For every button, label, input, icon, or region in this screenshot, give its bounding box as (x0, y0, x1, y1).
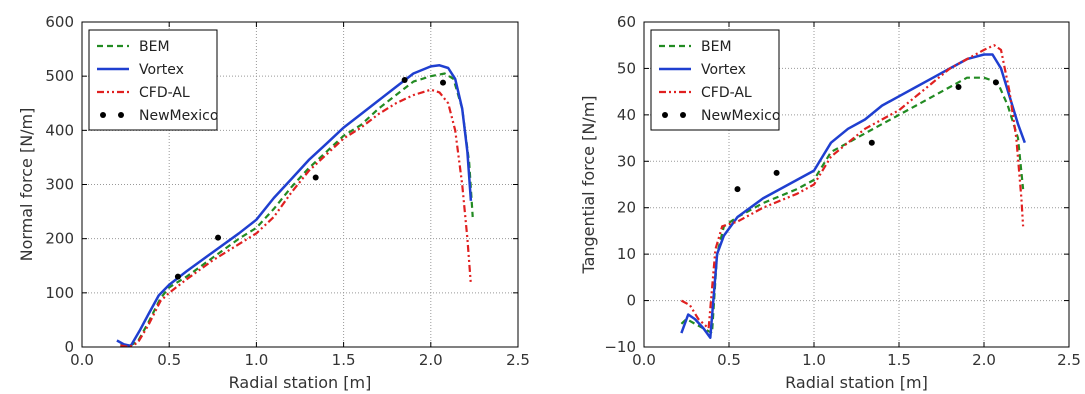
series-vortex-line (680, 53, 1026, 339)
series-newmexico-point (734, 186, 741, 193)
series-newmexico-point (992, 79, 999, 86)
y-tick-label: 20 (617, 199, 636, 217)
series-newmexico-point (868, 139, 875, 146)
legend-marker (680, 112, 686, 118)
legend-label: CFD-AL (139, 85, 190, 101)
x-axis-label: Radial station [m] (229, 373, 372, 392)
legend-label: Vortex (701, 62, 746, 78)
y-tick-label: 60 (617, 13, 636, 31)
x-axis-label: Radial station [m] (785, 373, 928, 392)
y-tick-label: 500 (45, 67, 74, 85)
series-bem-line (120, 72, 474, 347)
y-tick-label: −10 (604, 338, 636, 356)
y-tick-label: 30 (617, 152, 636, 170)
x-tick-label: 2.0 (972, 351, 996, 369)
plot-frame (81, 21, 519, 348)
x-tick-label: 2.0 (419, 351, 443, 369)
plot-frame (643, 21, 1070, 348)
y-tick-label: 40 (617, 106, 636, 124)
series-newmexico-point (440, 79, 447, 86)
legend-label: Vortex (139, 62, 184, 78)
y-tick-label: 400 (45, 121, 74, 139)
series-newmexico-point (215, 234, 222, 241)
legend-marker (662, 112, 668, 118)
series-newmexico-point (174, 273, 181, 280)
legend-label: BEM (139, 39, 170, 55)
y-axis-label: Tangential force [N/m] (579, 95, 598, 274)
y-tick-label: 300 (45, 176, 74, 194)
x-tick-label: 0.5 (157, 351, 181, 369)
chart-2: 0.0 0.5 1.0 1.5 2.0 2.5 −10 0 10 20 30 40 50 60 Radial… (579, 13, 1081, 392)
x-tick-label: 1.5 (887, 351, 911, 369)
x-tick-label: 1.0 (244, 351, 268, 369)
series-vortex-line (116, 64, 473, 347)
x-tick-label: 2.5 (506, 351, 530, 369)
y-tick-label: 0 (64, 338, 74, 356)
legend-label: NewMexico (139, 108, 218, 124)
legend-marker (100, 112, 106, 118)
y-tick-label: 600 (45, 13, 74, 31)
legend-label: NewMexico (701, 108, 780, 124)
series-newmexico-point (401, 76, 408, 83)
chart-1: 0.0 0.5 1.0 1.5 2.0 2.5 0 100 200 300 400 500 600 Rad… (17, 13, 530, 392)
y-tick-label: 200 (45, 230, 74, 248)
legend-label: CFD-AL (701, 85, 752, 101)
x-tick-label: 0.0 (632, 351, 656, 369)
legend-marker (118, 112, 124, 118)
y-tick-label: 0 (626, 292, 636, 310)
series-newmexico-point (312, 174, 319, 181)
x-tick-label: 0.5 (717, 351, 741, 369)
legend-label: BEM (701, 39, 732, 55)
x-tick-label: 2.5 (1057, 351, 1081, 369)
y-tick-label: 50 (617, 59, 636, 77)
x-tick-label: 1.0 (802, 351, 826, 369)
series-cfd-al-line (680, 44, 1025, 330)
x-tick-label: 0.0 (70, 351, 94, 369)
y-tick-label: 100 (45, 284, 74, 302)
y-axis-label: Normal force [N/m] (17, 108, 36, 262)
series-newmexico-point (773, 169, 780, 176)
series-newmexico-point (955, 84, 962, 90)
x-tick-label: 1.5 (332, 351, 356, 369)
y-tick-label: 10 (617, 245, 636, 263)
